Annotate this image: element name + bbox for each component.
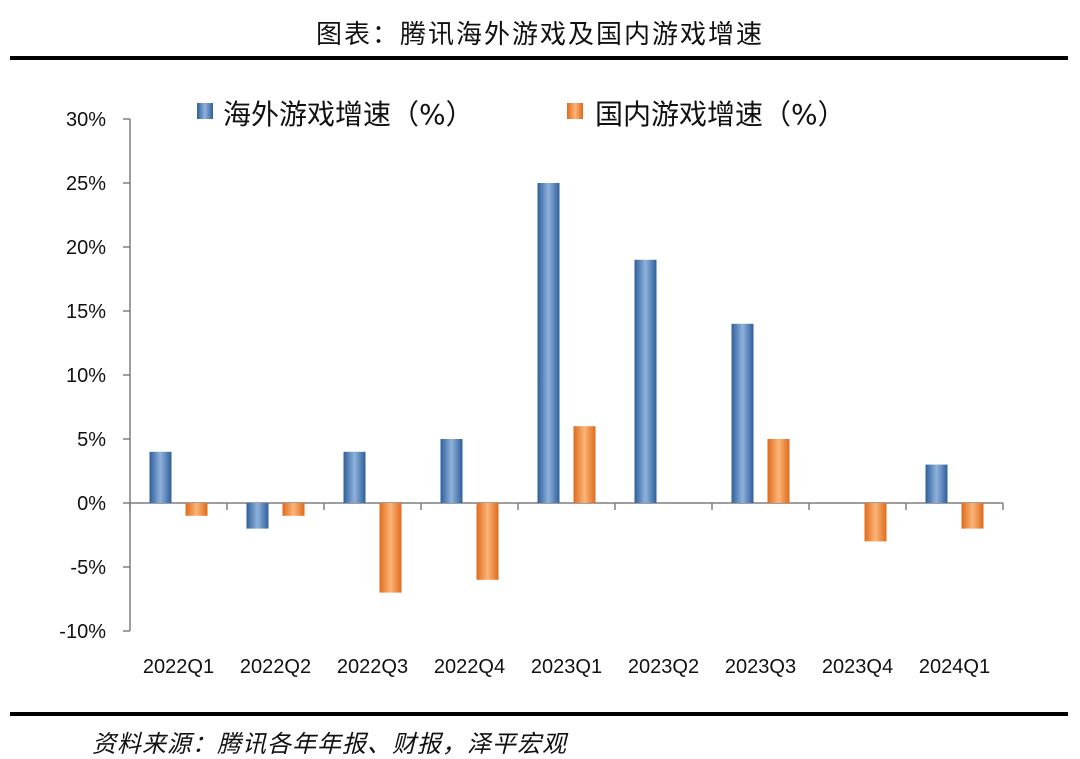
bar-domestic [379,503,402,593]
bar-overseas [149,451,172,503]
bar-overseas [925,464,948,503]
x-tick-label: 2023Q4 [822,656,893,678]
chart-legend: 海外游戏增速（%） 国内游戏增速（%） [197,98,846,131]
y-tick-label: 15% [66,301,106,323]
y-tick-label: 30% [66,109,106,131]
legend-label: 国内游戏增速（%） [595,98,846,131]
bar-domestic [961,503,984,529]
chart-title: 图表：腾讯海外游戏及国内游戏增速 [315,20,764,50]
bar-domestic [573,426,596,503]
y-tick-label: 25% [66,173,106,195]
y-tick-label: 20% [66,237,106,259]
x-tick-label: 2024Q1 [919,656,990,678]
bottom-divider [10,712,1068,716]
bar-overseas [343,451,366,503]
x-tick-label: 2022Q4 [434,656,505,678]
bar-domestic [476,503,499,580]
y-tick-label: -10% [59,621,106,643]
x-tick-label: 2022Q3 [337,656,408,678]
y-tick-label: -5% [70,557,106,579]
bar-overseas [440,439,463,503]
bar-chart: -10% -5% 0% 5% 10% 15% 20% 25% 30% 2022Q1 2022Q2 20… [59,98,1004,678]
legend-label: 海外游戏增速（%） [223,98,474,131]
y-tick-label: 10% [66,365,106,387]
bar-overseas [731,323,754,503]
chart-axes: -10% -5% 0% 5% 10% 15% 20% 25% 30% 2022Q1 2022Q2 20… [59,109,1004,678]
y-tick-label: 0% [77,493,106,515]
bar-domestic [185,503,208,516]
source-note: 资料来源：腾讯各年年报、财报，泽平宏观 [92,730,567,758]
x-tick-label: 2023Q3 [725,656,796,678]
x-tick-label: 2022Q2 [240,656,311,678]
x-tick-label: 2023Q2 [628,656,699,678]
bar-domestic [864,503,887,542]
legend-swatch [567,103,583,119]
bar-domestic [767,439,790,503]
bar-overseas [246,503,269,529]
x-tick-label: 2023Q1 [531,656,602,678]
bar-overseas [634,259,657,503]
top-divider [10,56,1068,60]
chart-bars [149,183,984,593]
bar-overseas [537,183,560,503]
y-tick-label: 5% [77,429,106,451]
bar-domestic [282,503,305,516]
x-tick-label: 2022Q1 [143,656,214,678]
legend-swatch [197,103,213,119]
